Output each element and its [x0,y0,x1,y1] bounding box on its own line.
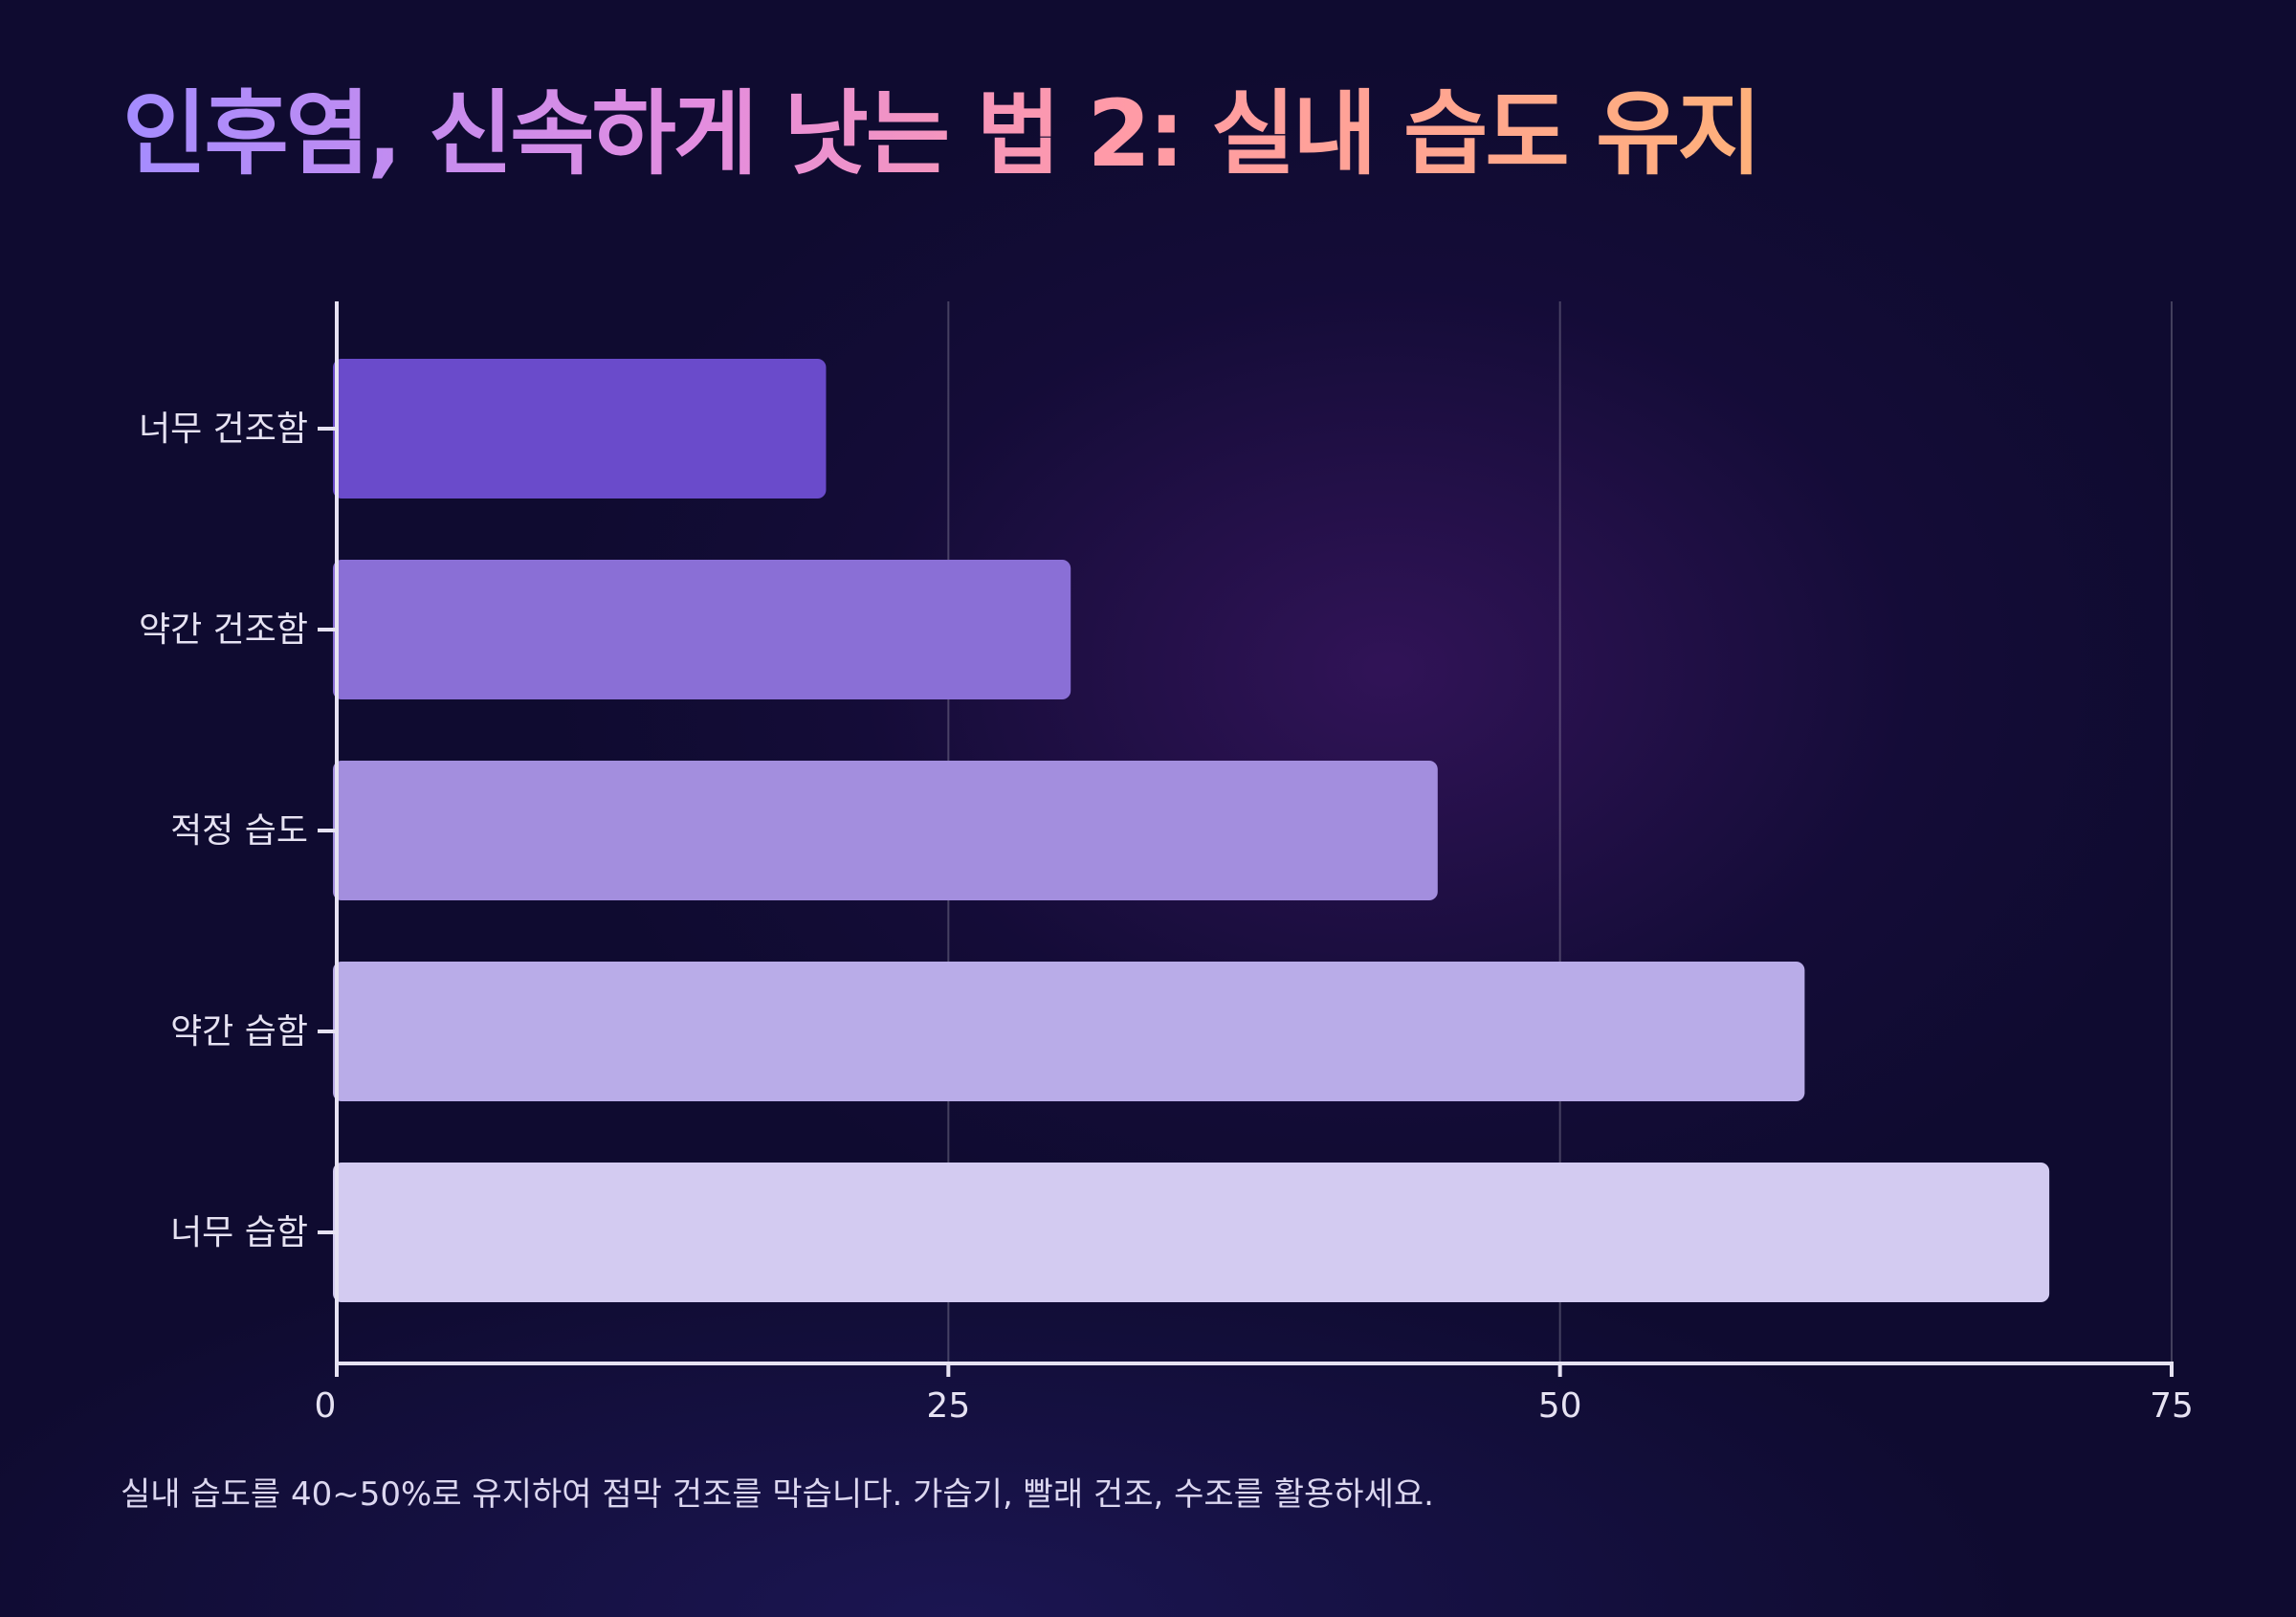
bar [333,560,1071,699]
category-label: 약간 건조함 [139,610,308,650]
bar [333,962,1804,1101]
category-label: 너무 습함 [170,1213,308,1252]
x-tick-label: 25 [926,1386,970,1426]
x-tick-label: 0 [315,1386,337,1426]
x-tick-label: 75 [2150,1386,2194,1426]
bar [333,761,1438,900]
category-label: 약간 습함 [170,1012,308,1052]
tick-labels: 0 25 50 75 [315,1386,2194,1426]
category-label: 적정 습도 [170,811,308,851]
category-label: 너무 건조함 [139,410,308,449]
bar [333,359,826,498]
bars [333,359,2049,1302]
footnote: 실내 습도를 40~50%로 유지하여 점막 건조를 막습니다. 가습기, 빨래… [121,1468,1434,1515]
bar [333,1163,2049,1302]
x-tick-label: 50 [1538,1386,1582,1426]
